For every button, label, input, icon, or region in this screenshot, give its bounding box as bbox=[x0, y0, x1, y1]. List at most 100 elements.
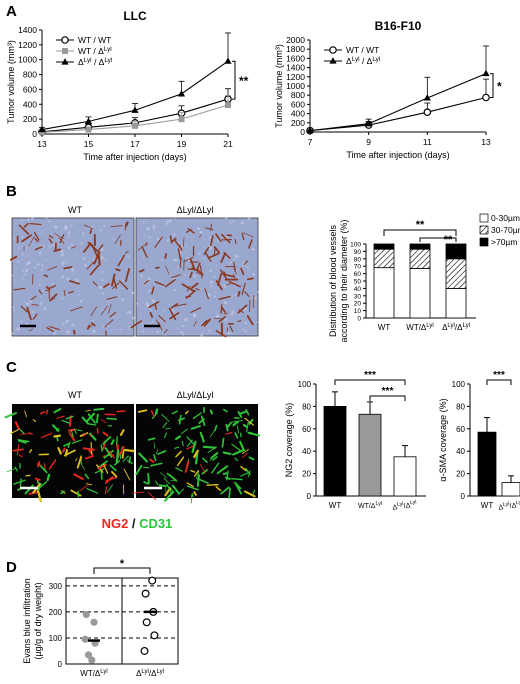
vessel-stain bbox=[110, 225, 123, 228]
vessel-stain bbox=[47, 265, 58, 271]
bar-segment bbox=[445, 258, 467, 289]
cell-texture bbox=[174, 288, 177, 292]
vessel-stain bbox=[179, 244, 183, 252]
cell-texture bbox=[90, 233, 93, 235]
vessel-signal bbox=[6, 468, 16, 473]
y-axis-label: Tumor volume (mm³) bbox=[274, 44, 284, 128]
bar-segment bbox=[373, 248, 395, 269]
vessel-signal bbox=[143, 481, 149, 485]
y-tick-label: 1600 bbox=[286, 53, 305, 63]
cell-texture bbox=[245, 248, 247, 250]
data-point bbox=[140, 646, 149, 655]
vessel-stain bbox=[237, 290, 241, 297]
vessel-stain bbox=[18, 224, 30, 235]
cell-texture bbox=[215, 218, 217, 220]
micrograph-b-left-label: WT bbox=[68, 205, 82, 215]
vessel-stain bbox=[189, 258, 196, 271]
vessel-signal bbox=[110, 470, 118, 478]
vessel-signal bbox=[232, 420, 239, 427]
cell-texture bbox=[247, 266, 250, 269]
data-point bbox=[84, 651, 93, 659]
legend-entry: WT / ΔLyl​ bbox=[78, 46, 112, 56]
stain-ng2: NG2 bbox=[102, 516, 129, 531]
cell-texture bbox=[75, 278, 79, 282]
cell-texture bbox=[33, 266, 37, 269]
vessel-signal bbox=[107, 450, 116, 459]
evans-blue-chart: 0 100 200 300 Evans blue infiltration(µg/g o… bbox=[22, 558, 179, 678]
y-tick-label: 100 bbox=[350, 242, 361, 249]
vessel-stain bbox=[241, 282, 246, 296]
cell-texture bbox=[40, 269, 43, 272]
cell-texture bbox=[200, 333, 204, 337]
cell-texture bbox=[100, 247, 104, 252]
cell-texture bbox=[161, 259, 163, 261]
cell-texture bbox=[25, 268, 29, 273]
vessel-signal bbox=[45, 409, 49, 415]
legend-entry: ΔLyl​ / ΔLyl​ bbox=[346, 56, 380, 66]
vessel-signal bbox=[40, 465, 48, 474]
vessel-stain bbox=[43, 274, 49, 278]
cell-texture bbox=[227, 332, 231, 335]
vessel-stain bbox=[115, 268, 121, 272]
vessel-stain bbox=[237, 320, 242, 323]
vessel-signal bbox=[119, 445, 125, 456]
cell-texture bbox=[171, 309, 175, 313]
vessel-signal bbox=[53, 408, 62, 414]
cell-texture bbox=[207, 293, 211, 297]
vessel-signal bbox=[14, 466, 19, 472]
cell-texture bbox=[61, 261, 64, 265]
micrograph-b-wt bbox=[9, 216, 135, 337]
vessel-stain bbox=[220, 252, 226, 263]
vessel-signal bbox=[100, 444, 103, 452]
vessel-signal bbox=[225, 431, 233, 435]
vessel-stain bbox=[104, 319, 114, 328]
cell-texture bbox=[243, 261, 246, 263]
vessel-stain bbox=[201, 319, 208, 327]
cell-texture bbox=[244, 321, 247, 325]
cell-texture bbox=[229, 261, 232, 264]
cell-texture bbox=[229, 221, 232, 224]
y-tick-label: 200 bbox=[291, 118, 305, 128]
x-tick-label: WT bbox=[481, 501, 494, 510]
cell-texture bbox=[149, 308, 152, 311]
x-tick-label: 7 bbox=[308, 137, 313, 147]
cell-texture bbox=[180, 244, 183, 248]
cell-texture bbox=[199, 230, 203, 234]
vessel-signal bbox=[154, 408, 159, 415]
data-point bbox=[82, 610, 90, 619]
cell-texture bbox=[117, 294, 119, 296]
vessel-signal bbox=[207, 446, 218, 453]
y-tick-label: 1800 bbox=[286, 44, 305, 54]
vessel-signal bbox=[102, 431, 109, 437]
vessel-stain bbox=[223, 251, 231, 259]
vessel-signal bbox=[115, 449, 120, 463]
x-axis-label: Time after injection (days) bbox=[83, 152, 186, 162]
data-point bbox=[224, 57, 232, 64]
cell-texture bbox=[153, 282, 155, 285]
y-tick-label: 10 bbox=[354, 308, 362, 315]
vessel-signal bbox=[63, 442, 70, 447]
vessel-stain bbox=[241, 232, 245, 241]
vessel-signal bbox=[60, 490, 65, 495]
legend-marker bbox=[62, 48, 68, 54]
vessel-stain bbox=[240, 267, 245, 276]
cell-texture bbox=[121, 279, 124, 282]
vessel-signal bbox=[137, 409, 148, 413]
bar-segment bbox=[409, 243, 431, 250]
cell-texture bbox=[157, 237, 160, 241]
significance-bracket bbox=[383, 229, 457, 236]
micrograph-b-right-label: ΔLyl/ΔLyl bbox=[177, 205, 214, 215]
vessel-signal bbox=[94, 468, 105, 474]
y-tick-label: 400 bbox=[23, 99, 37, 109]
cell-texture bbox=[255, 241, 257, 244]
vessel-signal bbox=[237, 411, 243, 418]
vessel-signal bbox=[150, 410, 155, 417]
cell-texture bbox=[112, 316, 114, 319]
vessel-stain bbox=[217, 272, 223, 287]
cell-texture bbox=[142, 220, 145, 223]
vessel-stain bbox=[28, 236, 35, 247]
cell-texture bbox=[105, 258, 108, 261]
vessel-signal bbox=[82, 433, 87, 437]
vessel-signal bbox=[190, 425, 201, 430]
cell-texture bbox=[132, 295, 134, 297]
